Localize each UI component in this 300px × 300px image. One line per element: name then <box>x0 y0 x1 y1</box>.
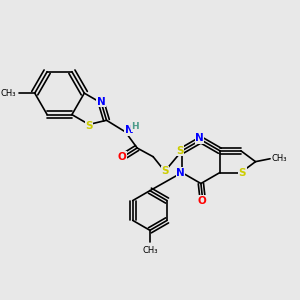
Text: CH₃: CH₃ <box>272 154 287 163</box>
Text: CH₃: CH₃ <box>142 246 158 255</box>
Text: O: O <box>198 196 207 206</box>
Text: N: N <box>97 97 106 106</box>
Text: N: N <box>124 125 133 136</box>
Text: O: O <box>118 152 126 162</box>
Text: N: N <box>176 168 185 178</box>
Text: N: N <box>195 133 204 143</box>
Text: S: S <box>238 168 246 178</box>
Text: S: S <box>85 121 93 131</box>
Text: CH₃: CH₃ <box>1 89 16 98</box>
Text: H: H <box>131 122 139 131</box>
Text: S: S <box>176 146 183 156</box>
Text: S: S <box>161 166 169 176</box>
